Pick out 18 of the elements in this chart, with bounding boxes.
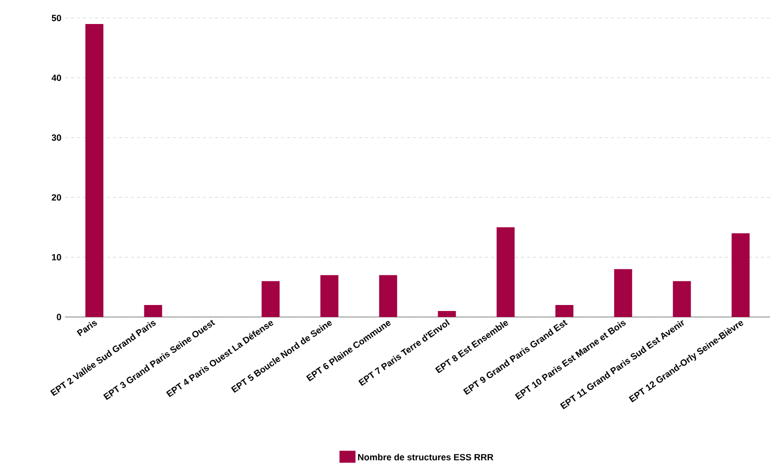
- bar: [614, 269, 632, 317]
- bar: [144, 305, 162, 317]
- y-tick-label: 0: [56, 314, 62, 320]
- bar: [496, 227, 515, 317]
- y-tick-label: 10: [52, 254, 62, 260]
- bar: [732, 233, 750, 317]
- bar: [262, 281, 280, 317]
- bar: [438, 311, 456, 317]
- bar: [320, 275, 338, 317]
- y-tick-label: 40: [52, 74, 62, 81]
- legend-label: Nombre de structures ESS RRR: [358, 454, 494, 460]
- bar: [85, 24, 104, 317]
- y-tick-label: 30: [52, 134, 62, 141]
- y-tick-label: 50: [52, 14, 62, 22]
- y-tick-label: 20: [52, 194, 62, 201]
- bar: [379, 275, 398, 317]
- bar: [555, 305, 574, 317]
- bar: [672, 281, 691, 317]
